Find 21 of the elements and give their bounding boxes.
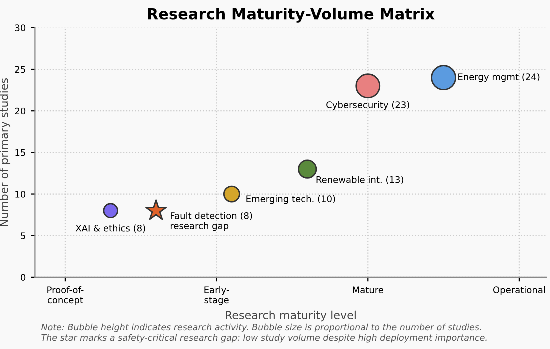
x-tick-label: Proof-of- concept [48,286,84,306]
data-label: Emerging tech. (10) [246,195,336,204]
y-tick-label: 20 [15,108,26,115]
data-label: Energy mgmt (24) [458,73,540,82]
data-label: Cybersecurity (23) [326,101,410,110]
y-tick-label: 5 [21,232,26,240]
text: Note: Bubble height indicates research activity. Bubble size is proportional to the number of studies. The star marks a safety-critical research gap: low study volume despite high deployment importance. [41,324,487,343]
data-label: Fault detection (8) research gap [170,212,252,232]
x-tick-label: Mature [353,286,384,294]
x-tick-label: Early- stage [204,286,230,306]
x-tick-label: Operational [493,286,546,296]
x-axis-title: Research maturity level [226,310,356,322]
chart-title: Research Maturity-Volume Matrix [148,8,435,23]
y-tick-label: 30 [15,24,26,32]
data-label: XAI & ethics (8) [76,224,146,233]
y-tick-label: 0 [21,274,26,282]
data-label: Renewable int. (13) [316,176,404,184]
y-tick-label: 10 [16,191,26,198]
y-tick-label: 25 [15,66,26,74]
y-tick-label: 15 [16,150,26,156]
y-axis-title: Number of primary studies [0,78,11,226]
